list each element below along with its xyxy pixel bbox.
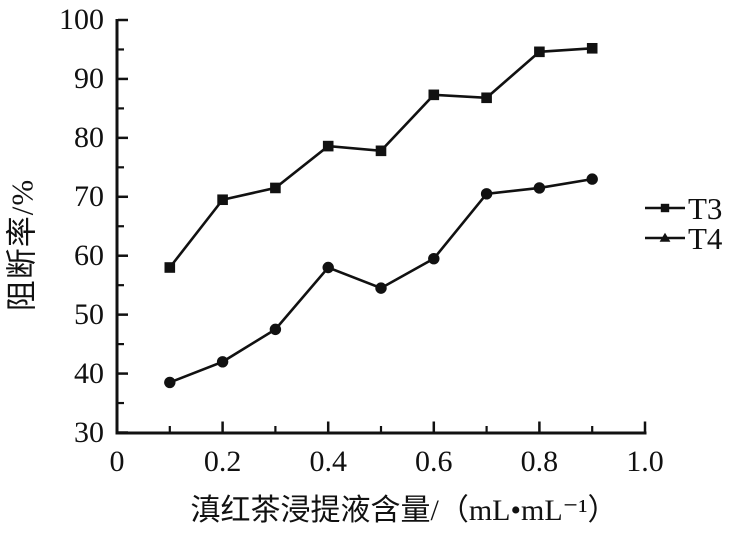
circle-marker (375, 282, 387, 294)
x-axis-title: 滇红茶浸提液含量/（mL•mL⁻¹） (190, 494, 618, 527)
y-tick-label: 80 (74, 120, 104, 154)
y-tick-label: 70 (74, 179, 104, 213)
circle-marker (428, 252, 440, 265)
circle-marker (586, 173, 598, 185)
x-tick-label: 0.2 (203, 445, 242, 478)
square-marker (217, 194, 228, 206)
x-tick-label: 0 (109, 445, 125, 478)
square-marker (164, 262, 176, 273)
y-tick-label: 50 (74, 297, 104, 331)
square-marker (428, 89, 440, 101)
square-marker (270, 182, 281, 194)
circle-marker (533, 182, 546, 194)
legend-label-t3: T3 (688, 190, 723, 226)
y-tick-label: 60 (74, 238, 104, 272)
square-marker (375, 145, 387, 157)
square-marker (481, 92, 492, 104)
circle-marker (480, 188, 493, 200)
x-tick-label: 0.8 (520, 445, 559, 478)
square-marker (586, 42, 598, 54)
series-line-t4 (169, 177, 593, 384)
y-tick-label: 30 (74, 415, 104, 449)
series-line-t3 (168, 46, 593, 269)
y-tick-label: 90 (74, 61, 104, 95)
t3-square-marker-icon (645, 203, 685, 213)
square-marker (660, 203, 670, 213)
legend-item-t4: T4 (644, 220, 723, 256)
x-tick-label: 0.6 (415, 445, 453, 478)
legend-item-t3: T3 (644, 190, 723, 226)
x-tick-label: 0.4 (309, 445, 347, 478)
circle-marker (322, 261, 334, 274)
circle-marker (164, 376, 176, 389)
x-tick-label: 1.0 (626, 445, 664, 478)
square-marker (534, 46, 545, 58)
triangle-marker (659, 232, 671, 242)
y-tick-label: 100 (59, 3, 104, 36)
circle-marker (269, 323, 282, 336)
y-tick-label: 40 (74, 356, 104, 390)
square-marker (322, 140, 334, 152)
legend-label-t4: T4 (688, 220, 723, 256)
legend: T3 T4 (644, 190, 723, 256)
y-axis-title: 阻断率/% (4, 178, 40, 312)
circle-marker (216, 356, 229, 368)
t4-triangle-marker-icon (645, 232, 685, 242)
